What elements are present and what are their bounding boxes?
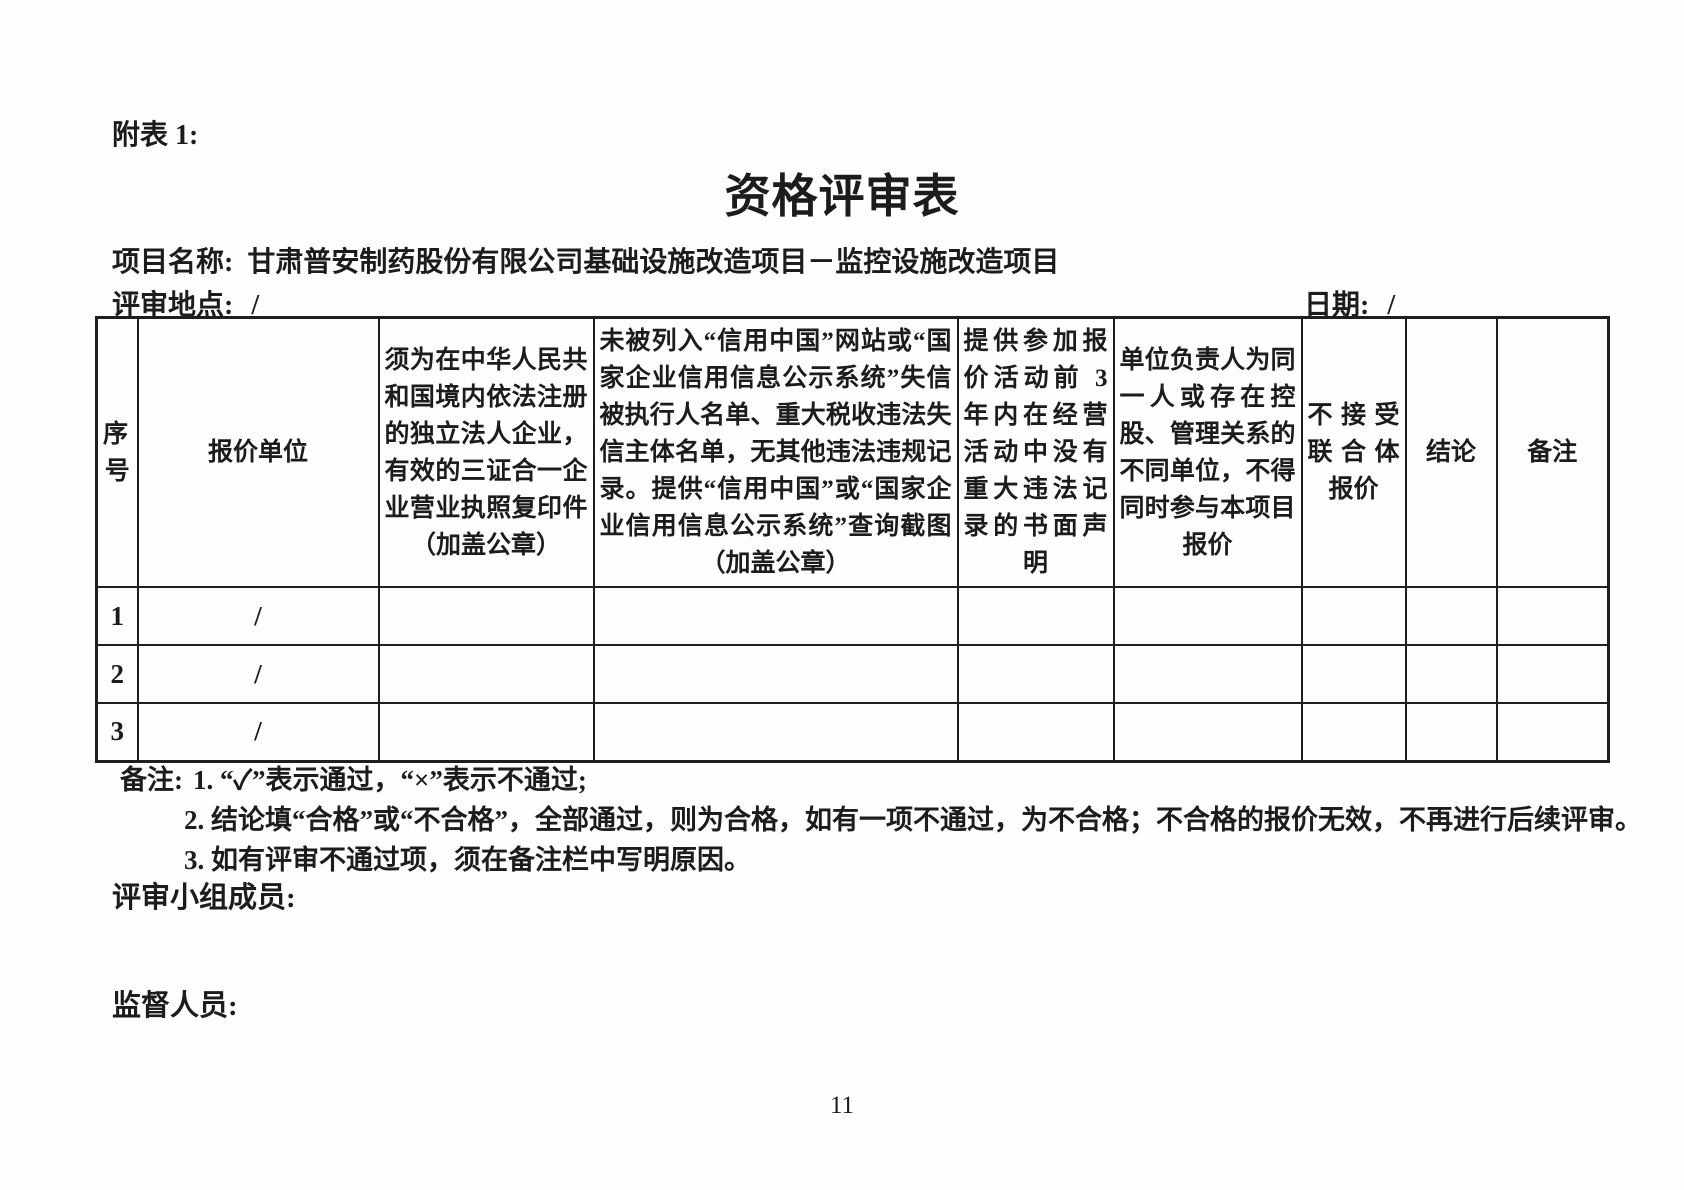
page-title: 资格评审表 bbox=[724, 171, 960, 222]
cell-remarks bbox=[1495, 702, 1610, 762]
cell-conclusion bbox=[1404, 702, 1498, 762]
cell-no-violation-declaration bbox=[956, 644, 1115, 704]
cell-serial-number: 1 bbox=[95, 586, 139, 646]
cell-legal-entity-license bbox=[377, 586, 595, 646]
cell-bidder-unit: / bbox=[136, 702, 380, 762]
col-header-serial-number: 序号 bbox=[95, 316, 139, 588]
note-item: 1. “✓”表示通过，“×”表示不通过; bbox=[193, 765, 587, 795]
cell-same-controller-restriction bbox=[1112, 644, 1303, 704]
col-header-legal-entity-license: 须为在中华人民共和国境内依法注册的独立法人企业，有效的三证合一企业营业执照复印件… bbox=[377, 316, 595, 588]
cell-no-consortium-bid bbox=[1300, 702, 1407, 762]
qualification-review-table: 序号 报价单位 须为在中华人民共和国境内依法注册的独立法人企业，有效的三证合一企… bbox=[95, 316, 1610, 763]
project-name-label: 项目名称: bbox=[112, 247, 234, 278]
cell-no-consortium-bid bbox=[1300, 586, 1407, 646]
cell-remarks bbox=[1495, 586, 1610, 646]
cell-serial-number: 2 bbox=[95, 644, 139, 704]
note-item: 3. 如有评审不通过项，须在备注栏中写明原因。 bbox=[184, 845, 751, 875]
note-line-1: 备注: 1. “✓”表示通过，“×”表示不通过; bbox=[120, 760, 1642, 800]
cell-no-violation-declaration bbox=[956, 702, 1115, 762]
page-number: 11 bbox=[829, 1092, 855, 1119]
notes-block: 备注: 1. “✓”表示通过，“×”表示不通过; 2. 结论填“合格”或“不合格”… bbox=[120, 760, 1642, 880]
project-name-value: 甘肃普安制药股份有限公司基础设施改造项目－监控设施改造项目 bbox=[247, 247, 1060, 278]
appendix-label: 附表 1: bbox=[112, 120, 199, 151]
table-row: 3 / bbox=[95, 702, 1610, 762]
col-header-remarks: 备注 bbox=[1495, 316, 1610, 588]
cell-bidder-unit: / bbox=[136, 586, 380, 646]
table-header-row: 序号 报价单位 须为在中华人民共和国境内依法注册的独立法人企业，有效的三证合一企… bbox=[95, 316, 1610, 588]
project-name-line: 项目名称: 甘肃普安制药股份有限公司基础设施改造项目－监控设施改造项目 bbox=[112, 240, 1059, 280]
cell-same-controller-restriction bbox=[1112, 702, 1303, 762]
cell-same-controller-restriction bbox=[1112, 586, 1303, 646]
cell-remarks bbox=[1495, 644, 1610, 704]
review-team-members-label: 评审小组成员: bbox=[112, 882, 296, 914]
review-location-line: 评审地点: / bbox=[112, 283, 259, 323]
cell-conclusion bbox=[1404, 644, 1498, 704]
cell-bidder-unit: / bbox=[136, 644, 380, 704]
table-row: 2 / bbox=[95, 644, 1610, 704]
cell-legal-entity-license bbox=[377, 702, 595, 762]
cell-no-consortium-bid bbox=[1300, 644, 1407, 704]
cell-credit-record bbox=[592, 702, 959, 762]
col-header-same-controller-restriction: 单位负责人为同一人或存在控股、管理关系的不同单位，不得同时参与本项目报价 bbox=[1112, 316, 1303, 588]
supervisors-label: 监督人员: bbox=[112, 990, 238, 1022]
cell-legal-entity-license bbox=[377, 644, 595, 704]
table-row: 1 / bbox=[95, 586, 1610, 646]
date-value: / bbox=[1387, 290, 1396, 321]
cell-serial-number: 3 bbox=[95, 702, 139, 762]
col-header-no-consortium-bid: 不接受联合体报价 bbox=[1300, 316, 1407, 588]
note-item: 2. 结论填“合格”或“不合格”，全部通过，则为合格，如有一项不通过，为不合格；… bbox=[184, 805, 1642, 835]
cell-credit-record bbox=[592, 586, 959, 646]
cell-conclusion bbox=[1404, 586, 1498, 646]
col-header-credit-record: 未被列入“信用中国”网站或“国家企业信用信息公示系统”失信被执行人名单、重大税收… bbox=[592, 316, 959, 588]
col-header-conclusion: 结论 bbox=[1404, 316, 1498, 588]
review-location-value: / bbox=[251, 290, 260, 321]
notes-label: 备注: bbox=[120, 765, 183, 795]
col-header-bidder-unit: 报价单位 bbox=[136, 316, 380, 588]
cell-no-violation-declaration bbox=[956, 586, 1115, 646]
review-location-label: 评审地点: bbox=[112, 290, 234, 321]
date-line: 日期: / bbox=[1304, 283, 1395, 323]
date-label: 日期: bbox=[1304, 290, 1370, 321]
col-header-no-violation-declaration: 提供参加报价活动前 3 年内在经营活动中没有重大违法记录的书面声明 bbox=[956, 316, 1115, 588]
cell-credit-record bbox=[592, 644, 959, 704]
